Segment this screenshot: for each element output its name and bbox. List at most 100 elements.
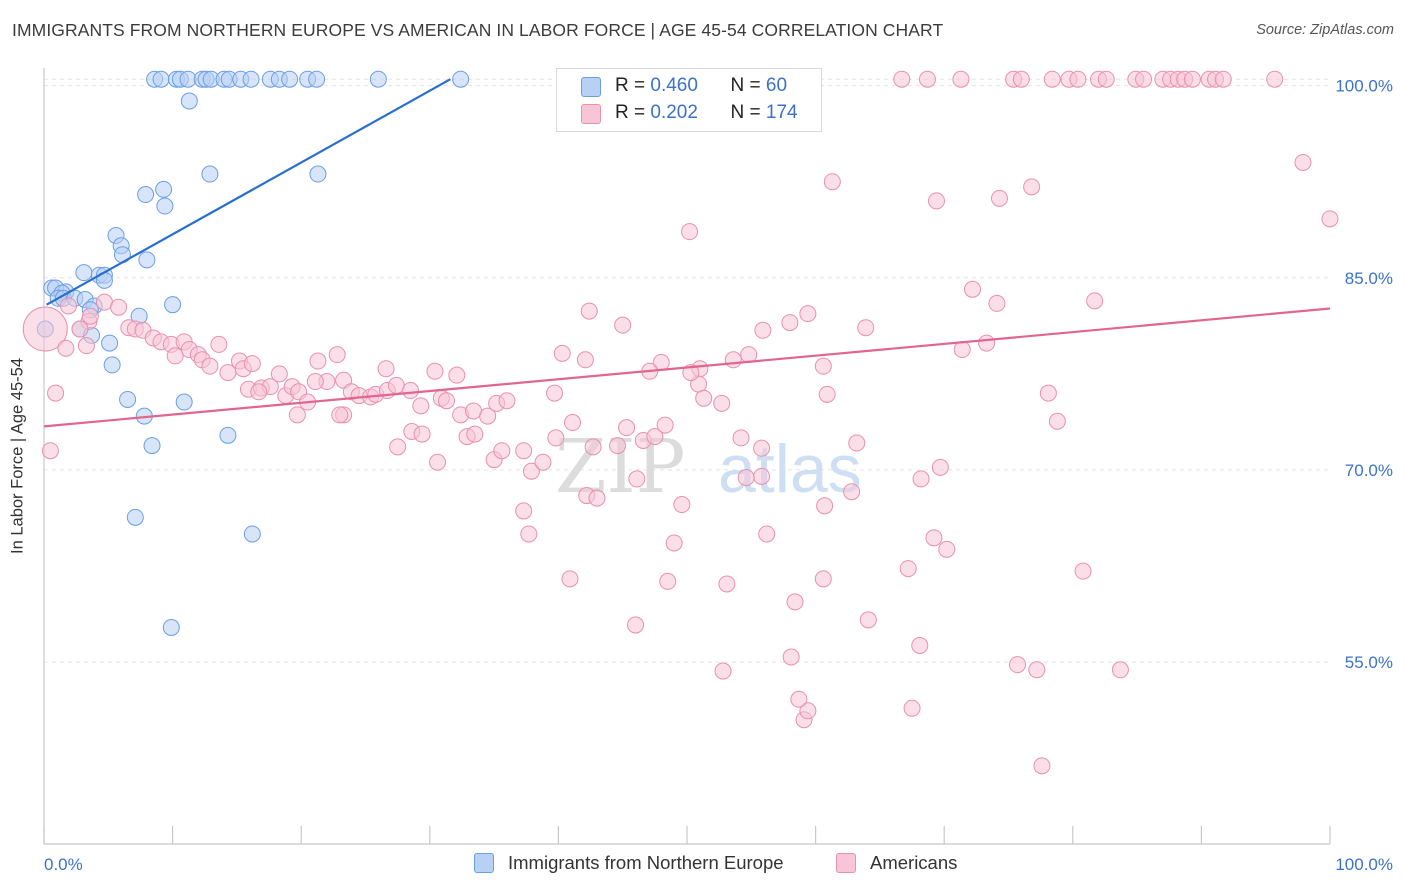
point-northern-europe bbox=[309, 165, 327, 183]
legend-stats-pink: R = 0.202 N = 174 bbox=[615, 102, 798, 124]
point-northern-europe bbox=[126, 508, 144, 526]
point-americans bbox=[110, 298, 128, 316]
point-americans bbox=[753, 439, 771, 457]
series-northern-europe bbox=[36, 70, 470, 637]
point-americans bbox=[201, 357, 219, 375]
y-tick-label: 55.0% bbox=[1345, 653, 1393, 672]
point-americans bbox=[1266, 70, 1284, 88]
point-americans bbox=[522, 462, 540, 480]
point-americans bbox=[790, 690, 808, 708]
point-americans bbox=[553, 344, 571, 362]
x-tick-label: 100.0% bbox=[1335, 855, 1393, 874]
point-americans bbox=[377, 360, 395, 378]
point-americans bbox=[952, 70, 970, 88]
point-americans bbox=[465, 402, 483, 420]
point-americans bbox=[1009, 656, 1027, 674]
point-americans bbox=[781, 314, 799, 332]
point-americans bbox=[546, 384, 564, 402]
trend-line-americans bbox=[43, 307, 1331, 428]
chart-title: IMMIGRANTS FROM NORTHERN EUROPE VS AMERI… bbox=[12, 20, 944, 40]
y-tick-label: 70.0% bbox=[1345, 461, 1393, 480]
series-americans bbox=[22, 70, 1339, 775]
point-americans bbox=[859, 611, 877, 629]
point-americans bbox=[713, 394, 731, 412]
point-americans bbox=[402, 382, 420, 400]
point-americans bbox=[963, 280, 981, 298]
point-americans bbox=[681, 223, 699, 241]
x-tick-label: 0.0% bbox=[44, 855, 83, 874]
point-americans bbox=[47, 384, 65, 402]
point-americans bbox=[243, 355, 261, 373]
y-tick-label: 100.0% bbox=[1335, 77, 1393, 96]
point-americans bbox=[673, 496, 691, 514]
point-americans bbox=[250, 383, 268, 401]
point-americans bbox=[580, 302, 598, 320]
point-northern-europe bbox=[308, 70, 326, 88]
point-americans bbox=[270, 365, 288, 383]
point-americans bbox=[493, 442, 511, 460]
point-americans bbox=[448, 366, 466, 384]
point-americans bbox=[438, 392, 456, 410]
point-americans bbox=[576, 351, 594, 369]
point-americans bbox=[306, 373, 324, 391]
point-americans bbox=[893, 70, 911, 88]
point-americans bbox=[753, 467, 771, 485]
point-northern-europe bbox=[452, 70, 470, 88]
point-americans bbox=[547, 429, 565, 447]
y-axis-title: In Labor Force | Age 45-54 bbox=[9, 358, 38, 554]
point-americans bbox=[1039, 384, 1057, 402]
point-americans bbox=[59, 297, 77, 315]
point-americans bbox=[737, 469, 755, 487]
point-americans-large bbox=[22, 306, 68, 352]
point-americans bbox=[665, 534, 683, 552]
point-americans bbox=[609, 437, 627, 455]
stats-legend: R = 0.460 N = 60 R = 0.202 N = 174 bbox=[556, 68, 822, 132]
point-northern-europe bbox=[156, 197, 174, 215]
point-americans bbox=[911, 636, 929, 654]
point-americans bbox=[1183, 70, 1201, 88]
point-americans bbox=[41, 442, 59, 460]
point-americans bbox=[714, 662, 732, 680]
point-northern-europe bbox=[137, 186, 155, 204]
point-americans bbox=[520, 525, 538, 543]
point-americans bbox=[931, 458, 949, 476]
point-americans bbox=[564, 414, 582, 432]
point-americans bbox=[288, 406, 306, 424]
point-americans bbox=[328, 346, 346, 364]
point-americans bbox=[387, 376, 405, 394]
point-americans bbox=[1086, 292, 1104, 310]
point-americans bbox=[857, 319, 875, 337]
point-americans bbox=[1111, 661, 1129, 679]
point-americans bbox=[584, 438, 602, 456]
point-northern-europe bbox=[75, 264, 93, 282]
point-northern-europe bbox=[175, 393, 193, 411]
point-americans bbox=[1097, 70, 1115, 88]
point-americans bbox=[479, 407, 497, 425]
legend-swatch-blue bbox=[581, 77, 601, 97]
point-americans bbox=[77, 337, 95, 355]
y-tick-label: 85.0% bbox=[1345, 269, 1393, 288]
point-americans bbox=[732, 429, 750, 447]
point-americans bbox=[498, 392, 516, 410]
point-americans bbox=[953, 341, 971, 359]
point-northern-europe bbox=[101, 334, 119, 352]
r-label: R = bbox=[615, 102, 646, 123]
point-northern-europe bbox=[155, 180, 173, 198]
point-northern-europe bbox=[201, 165, 219, 183]
point-americans bbox=[782, 648, 800, 666]
point-americans bbox=[81, 307, 99, 325]
legend-label-americans: Americans bbox=[870, 852, 958, 873]
point-americans bbox=[1012, 70, 1030, 88]
point-americans bbox=[938, 540, 956, 558]
point-americans bbox=[210, 335, 228, 353]
point-americans bbox=[1074, 562, 1092, 580]
point-americans bbox=[1033, 757, 1051, 775]
n-label: N = bbox=[730, 75, 761, 96]
point-americans bbox=[1043, 70, 1061, 88]
point-americans bbox=[912, 470, 930, 488]
point-americans bbox=[466, 425, 484, 443]
n-value-pink: 174 bbox=[765, 102, 798, 123]
legend-swatch-blue bbox=[474, 853, 494, 873]
point-americans bbox=[1023, 178, 1041, 196]
point-northern-europe bbox=[179, 70, 197, 88]
